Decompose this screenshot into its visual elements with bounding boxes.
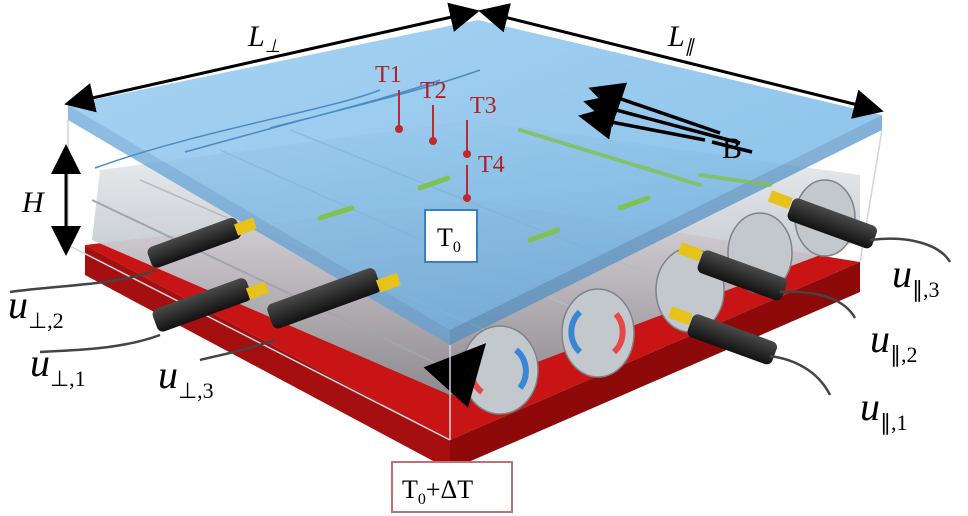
u-par-2-label: u∥,2 [870,316,918,367]
svg-text:T0+ΔT: T0+ΔT [402,475,473,508]
field-label: B [722,132,742,165]
probe-label-t1: T1 [375,62,402,88]
t0dt-main: T [402,475,418,504]
l-perp-label: L⊥ [247,20,280,56]
t0dt-suffix: +ΔT [426,475,473,504]
probe-t2-tip [429,137,437,145]
height-label: H [21,186,46,219]
t0-main: T [437,223,453,252]
probe-t3-tip [463,150,471,158]
l-par-label: L∥ [667,20,696,56]
probe-label-t3: T3 [470,93,497,119]
probe-t4-tip [463,194,471,202]
t0-sub: 0 [453,239,461,256]
u-par-1-label: u∥,1 [860,384,908,435]
probe-t1-tip [395,125,403,133]
probe-label-t2: T2 [420,78,447,104]
u-perp-1-label: u⊥,1 [30,340,86,391]
t0dt-sub: 0 [418,491,426,508]
probe-label-t4: T4 [478,152,505,178]
t0-label-box: T0 [425,210,477,262]
t0-plus-delta-box: T0+ΔT [392,462,512,512]
u-par-3-label: u∥,3 [892,251,940,302]
